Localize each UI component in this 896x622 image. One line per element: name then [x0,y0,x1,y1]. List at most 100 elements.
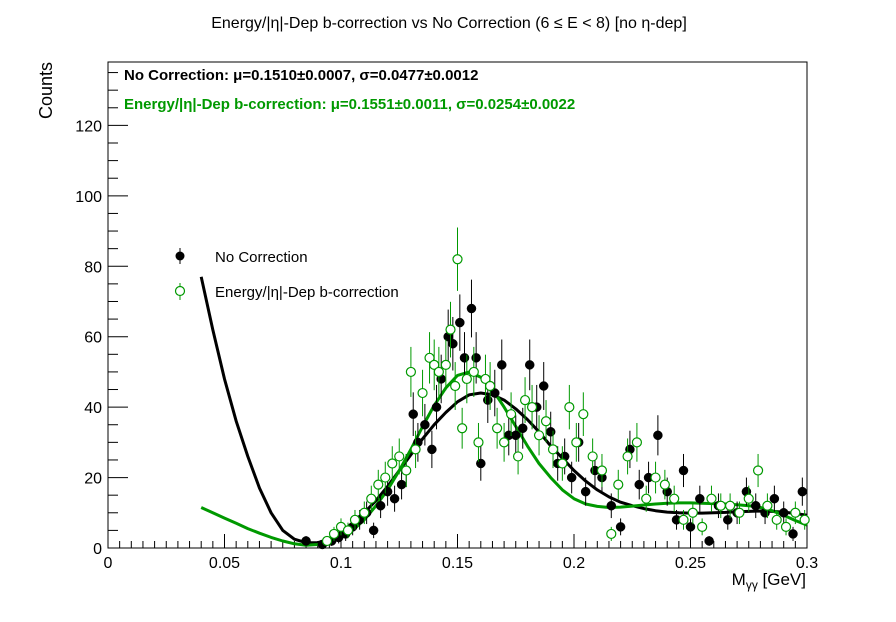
point-b-correction [564,384,575,430]
point-b-correction [380,461,391,494]
point-marker [678,465,689,476]
point-marker [349,514,361,525]
point-marker [540,416,552,427]
point-b-correction [596,453,608,488]
point-marker [788,529,798,539]
point-no-correction [788,526,798,541]
point-marker [396,479,407,490]
point-marker [476,458,486,469]
point-no-correction [427,430,437,469]
point-b-correction [669,485,680,512]
point-marker [524,360,535,370]
point-marker [771,514,782,525]
point-b-correction [405,346,416,397]
point-marker [769,493,780,504]
point-marker [704,536,714,546]
point-marker [468,366,479,378]
point-no-correction [301,536,311,546]
point-marker [433,366,444,378]
point-b-correction [366,485,377,512]
point-b-correction [606,526,617,541]
point-marker [653,430,663,441]
legend-item-b-correction: Energy/|η|-Dep b-correction [174,283,399,301]
point-marker [483,395,493,405]
x-axis-label-unit: [GeV] [758,570,806,589]
point-marker [466,303,477,314]
point-b-correction [540,400,552,443]
point-b-correction [445,301,456,358]
y-tick-label: 60 [84,330,102,347]
point-b-correction [578,392,589,437]
point-b-correction [519,377,531,423]
point-marker [669,493,680,504]
point-b-correction [321,535,333,547]
point-marker [725,500,736,511]
point-marker [359,507,370,518]
point-no-correction [368,522,379,539]
point-marker [752,465,764,476]
point-b-correction [505,392,517,437]
point-b-correction [485,362,496,410]
y-tick-label: 40 [84,400,102,417]
point-no-correction [455,294,465,351]
point-marker [373,479,384,490]
point-marker [410,444,421,455]
x-tick-label: 0.2 [563,555,585,572]
point-no-correction [375,493,386,519]
point-marker [405,366,416,378]
point-marker [650,472,661,483]
point-marker [606,500,617,511]
point-no-correction [420,403,430,446]
x-tick-label: 0.3 [796,555,818,572]
point-marker [505,409,517,420]
point-no-correction [678,453,689,488]
point-marker [455,317,465,328]
point-b-correction [678,509,689,530]
point-marker [613,479,624,490]
point-marker [473,437,484,448]
point-marker [440,359,451,370]
point-b-correction [533,415,545,456]
point-b-correction [452,227,463,291]
point-b-correction [771,509,782,530]
point-no-correction [615,518,626,536]
point-b-correction [492,407,503,449]
point-b-correction [752,453,764,488]
point-b-correction [429,339,440,391]
y-tick-label: 80 [84,259,102,276]
point-b-correction [349,509,361,530]
point-b-correction [440,339,451,391]
point-marker [526,402,538,413]
point-no-correction [769,485,780,512]
point-b-correction [373,469,384,500]
point-no-correction [476,446,486,481]
point-marker [511,430,521,441]
point-marker [695,493,705,504]
y-axis-label: Counts [36,62,56,119]
point-marker [797,486,808,497]
point-marker [301,536,311,546]
point-marker [587,451,598,462]
point-no-correction [431,384,442,430]
point-marker [631,437,643,448]
point-marker [448,338,458,349]
point-marker [492,423,503,434]
point-marker [578,409,589,420]
point-no-correction [538,362,549,410]
y-tick-labels: 0 20 40 60 80 100 120 [75,118,102,558]
point-b-correction [468,346,479,397]
point-marker [762,500,773,511]
point-marker [368,525,379,536]
point-marker [342,525,354,536]
point-marker [606,528,617,540]
point-b-correction [342,522,354,539]
point-marker [375,500,386,511]
point-marker [778,508,789,518]
point-marker [564,402,575,413]
point-marker [420,419,430,430]
point-marker [634,479,644,490]
point-no-correction [653,415,663,456]
point-marker [571,437,582,448]
point-b-correction [743,485,754,512]
point-marker [366,493,377,504]
